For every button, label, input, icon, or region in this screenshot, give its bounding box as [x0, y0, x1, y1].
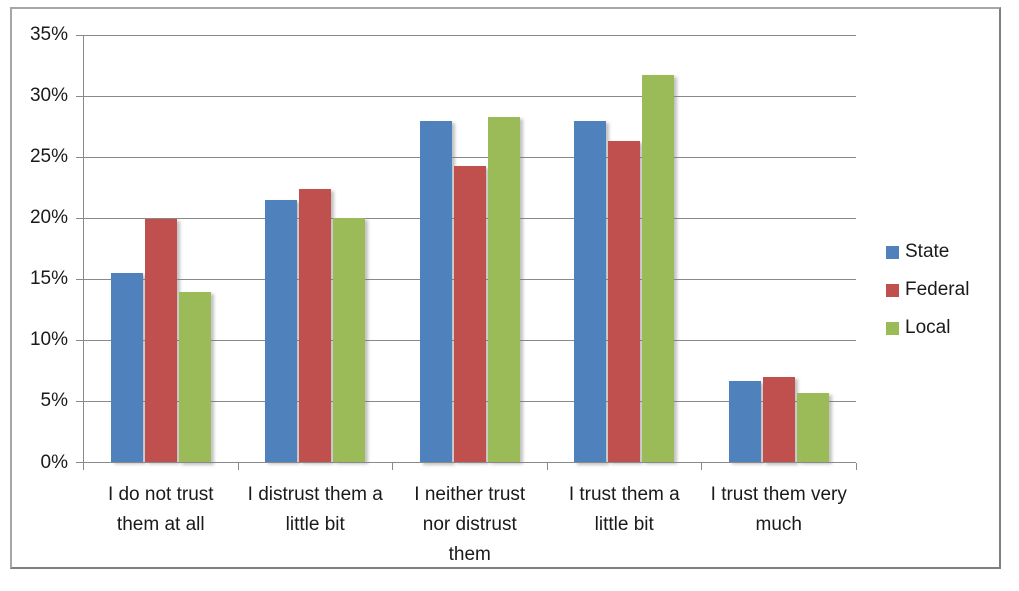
bar-federal-4	[762, 377, 795, 463]
x-axis-category-label: I neither trust nor distrust them	[414, 484, 526, 565]
y-axis-tick-label: 10%	[29, 329, 68, 351]
bar-state-3	[574, 120, 607, 463]
y-axis-tick-mark	[75, 156, 84, 158]
y-axis-tick-label: 35%	[29, 24, 68, 45]
x-axis-category-label: I do not trust them at all	[107, 484, 214, 535]
bar-local-3	[642, 75, 675, 463]
bar-federal-1	[299, 188, 332, 463]
bar-local-4	[796, 392, 829, 463]
x-axis-tick-mark	[701, 462, 702, 470]
x-axis-tick-mark	[546, 462, 548, 470]
x-axis-category-label: I trust them a little bit	[568, 484, 680, 535]
bar-federal-3	[608, 141, 641, 463]
y-axis-tick-label: 0%	[40, 451, 68, 473]
x-axis-tick-mark	[237, 462, 239, 470]
y-axis-tick-mark	[75, 400, 84, 402]
y-axis-tick-label: 25%	[29, 146, 68, 168]
bar-federal-0	[144, 219, 177, 463]
bar-federal-2	[453, 165, 486, 463]
bar-state-1	[265, 199, 298, 463]
x-axis-category-label: I trust them very much	[710, 484, 847, 535]
y-axis-tick-mark	[75, 462, 84, 463]
legend-swatch-state	[886, 246, 899, 259]
gridline-35	[83, 34, 856, 36]
y-axis-tick-mark	[75, 278, 84, 280]
y-axis-tick-mark	[75, 34, 84, 36]
y-axis-line	[83, 35, 84, 470]
y-axis-tick-mark	[75, 95, 84, 97]
legend-label-federal: Federal	[905, 279, 970, 300]
x-axis-line	[83, 462, 856, 463]
bar-state-2	[419, 120, 452, 463]
y-axis-tick-mark	[75, 339, 84, 341]
bar-local-0	[178, 291, 211, 463]
y-axis-tick-label: 15%	[29, 268, 68, 290]
y-axis-tick-label: 20%	[29, 207, 68, 229]
x-axis-tick-mark	[392, 462, 393, 470]
x-axis-tick-mark	[83, 462, 84, 470]
bar-local-2	[487, 116, 520, 463]
bar-state-4	[728, 380, 761, 463]
legend-label-local: Local	[905, 317, 951, 338]
x-axis-tick-mark	[855, 462, 857, 470]
legend-swatch-local	[886, 322, 899, 335]
y-axis-tick-label: 30%	[29, 85, 68, 107]
y-axis-tick-label: 5%	[40, 390, 68, 412]
legend-label-state: State	[905, 241, 950, 262]
x-axis-category-label: I distrust them a little bit	[247, 484, 383, 535]
bar-local-1	[333, 218, 366, 463]
y-axis-tick-mark	[75, 217, 84, 219]
gridline-25	[83, 156, 856, 158]
legend-swatch-federal	[886, 284, 899, 297]
gridline-30	[83, 95, 856, 97]
bar-state-0	[110, 273, 143, 463]
